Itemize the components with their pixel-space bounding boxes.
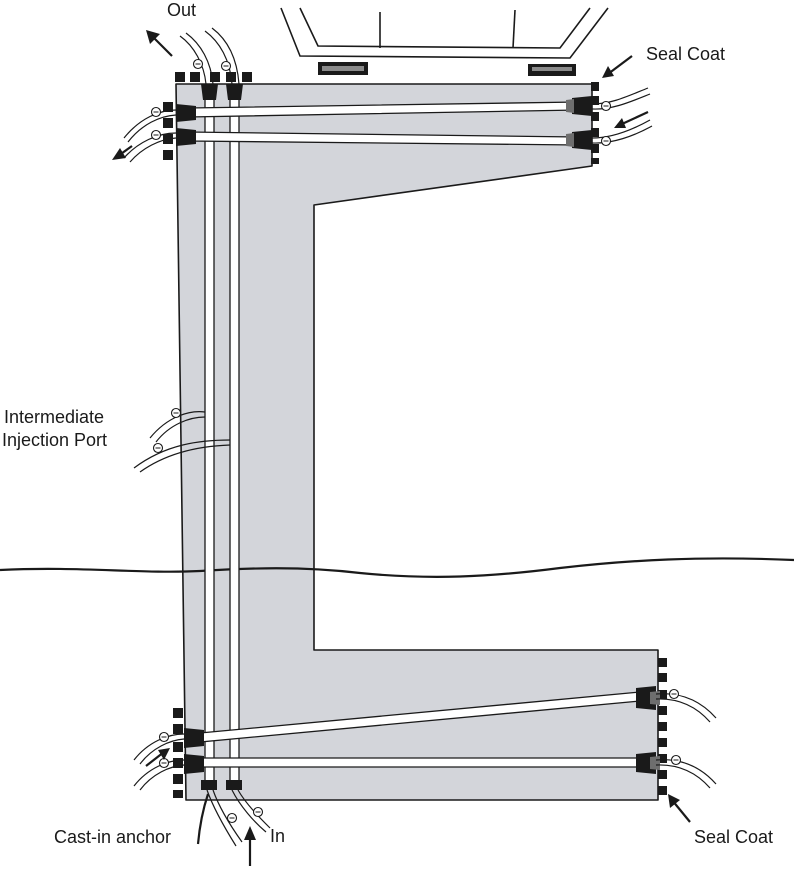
top-tendons: [187, 101, 579, 146]
label-out: Out: [167, 0, 196, 20]
in-arrow-icon: [244, 826, 256, 866]
cast-in-anchor-leader: [196, 793, 210, 845]
label-intermediate-line2: Injection Port: [2, 430, 107, 450]
outflow-left-arrow-icon: [112, 145, 133, 160]
bridge-girder: [280, 7, 609, 76]
concrete-pier: [175, 83, 659, 801]
inflow-bottom-left-arrow-icon: [145, 748, 170, 767]
ground-line: [0, 557, 794, 578]
seal-coat-top-right: [591, 82, 599, 164]
labels: Out Seal Coat Intermediate Injection Por…: [2, 0, 773, 847]
flow-arrows: [112, 30, 691, 866]
seal-coat-top-arrow-icon: [602, 55, 633, 78]
grout-hoses: [123, 27, 717, 847]
inflow-right-arrow-icon: [614, 111, 649, 128]
seal-coat-bottom-right: [658, 658, 667, 795]
label-cast-in-anchor: Cast-in anchor: [54, 827, 171, 847]
label-in: In: [270, 826, 285, 846]
label-intermediate-line1: Intermediate: [4, 407, 104, 427]
out-arrow-icon: [146, 30, 173, 57]
tendon-anchors: [176, 84, 660, 790]
label-seal-coat-top: Seal Coat: [646, 44, 725, 64]
seal-coat-bottom-left: [173, 708, 183, 798]
label-seal-coat-bottom: Seal Coat: [694, 827, 773, 847]
seal-coat-bottom-arrow-icon: [668, 794, 691, 823]
